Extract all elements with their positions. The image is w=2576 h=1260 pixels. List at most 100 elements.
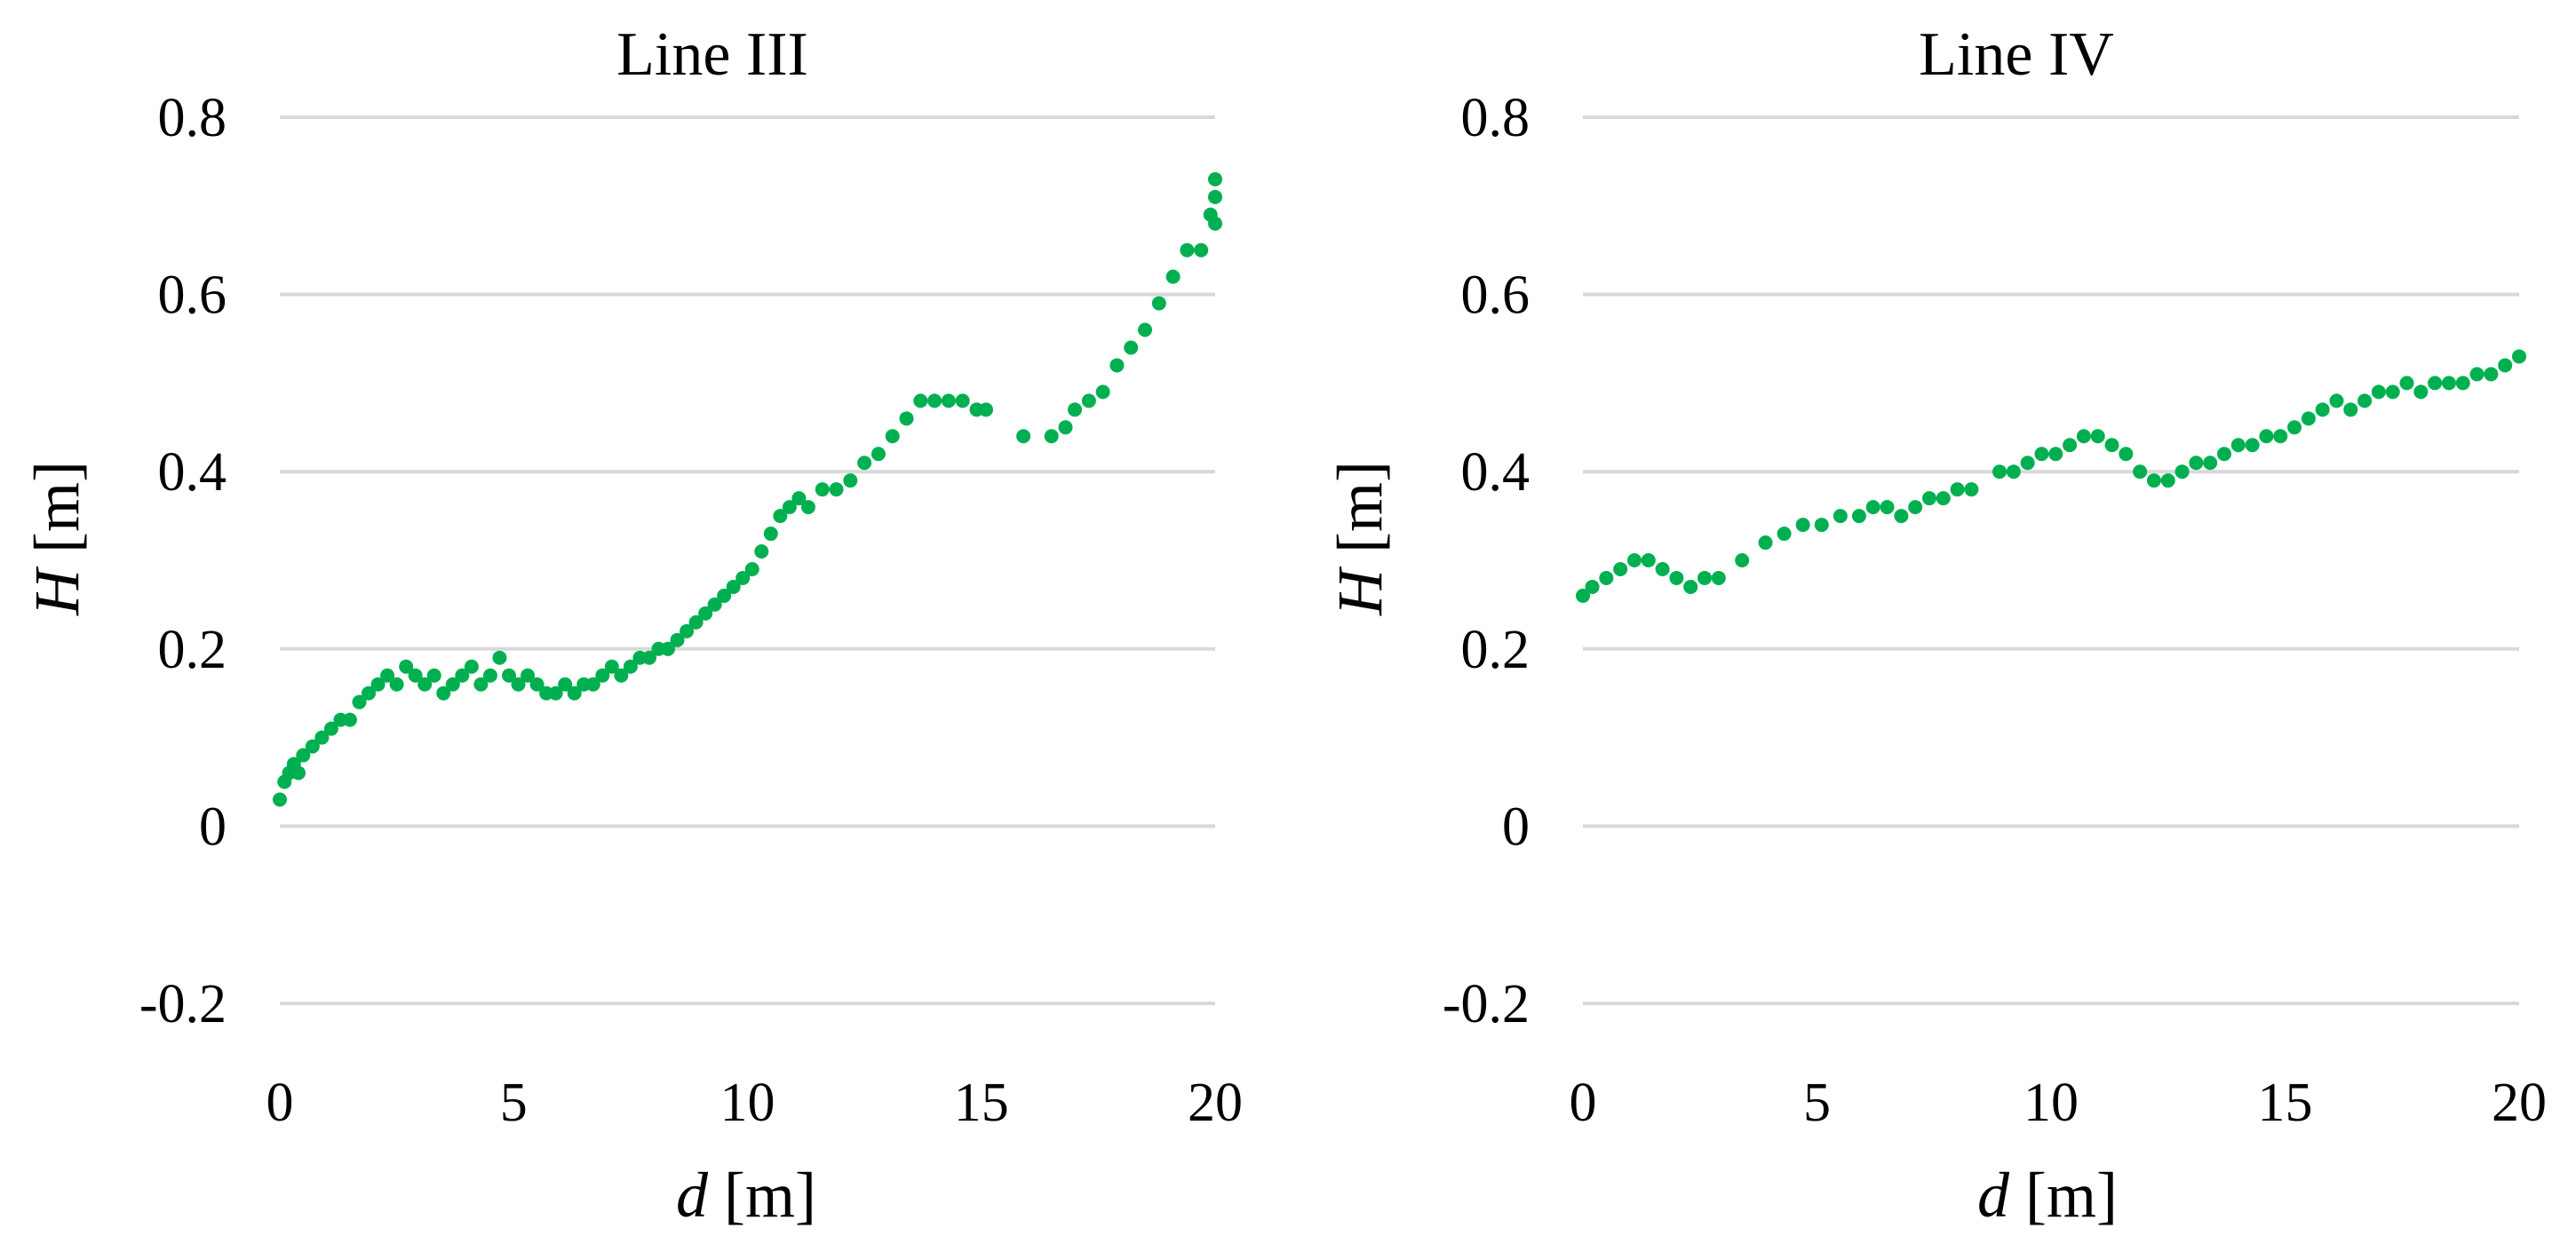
data-point <box>2469 367 2485 382</box>
y-tick-labels: -0.2 0 0.2 0.4 0.6 0.8 <box>139 88 227 1034</box>
data-point <box>1641 553 1656 567</box>
data-point <box>941 393 956 408</box>
data-point <box>455 668 470 683</box>
x-tick-labels: 0 5 10 15 20 <box>266 1073 1244 1133</box>
gridlines <box>1583 115 2519 1005</box>
data-point <box>763 527 778 542</box>
data-point <box>1208 189 1222 204</box>
data-point <box>1865 500 1880 515</box>
x-tick-label: 5 <box>500 1073 528 1133</box>
data-point <box>1992 464 2008 479</box>
data-point <box>1165 269 1181 284</box>
data-point <box>305 739 320 754</box>
data-point <box>558 677 573 692</box>
data-point <box>501 668 516 683</box>
data-point <box>1711 570 1726 585</box>
data-point <box>436 685 451 701</box>
data-point <box>291 765 306 781</box>
y-tick-label: 0.8 <box>158 88 227 148</box>
data-point <box>843 473 858 488</box>
data-point <box>1151 296 1166 311</box>
data-points <box>1576 349 2526 603</box>
data-point <box>1599 570 1614 585</box>
y-tick-label: 0.4 <box>158 442 227 503</box>
x-tick-label: 20 <box>1188 1073 1243 1133</box>
data-point <box>1109 358 1125 373</box>
data-point <box>389 677 404 692</box>
data-point <box>595 668 610 683</box>
data-point <box>1194 242 1209 258</box>
data-point <box>1081 393 1096 408</box>
chart-title: Line III <box>616 20 808 89</box>
data-point <box>417 677 433 692</box>
data-point <box>2203 456 2218 471</box>
data-point <box>2413 384 2429 400</box>
data-point <box>604 659 619 674</box>
data-point <box>614 668 629 683</box>
data-point <box>885 429 900 444</box>
data-point <box>688 614 704 630</box>
data-point <box>2301 411 2316 426</box>
data-point <box>2428 376 2443 391</box>
data-point <box>2076 429 2091 444</box>
data-point <box>1613 561 1628 576</box>
data-point <box>2455 376 2470 391</box>
data-point <box>2484 367 2499 382</box>
y-axis-label: H [m] <box>1324 461 1395 616</box>
data-point <box>1576 588 1590 603</box>
x-axis-label: d [m] <box>1977 1160 2118 1231</box>
y-tick-label: 0.8 <box>1461 88 1530 148</box>
data-point <box>1758 535 1773 551</box>
data-point <box>1908 500 1923 515</box>
data-point <box>2034 447 2049 462</box>
data-point <box>800 500 815 515</box>
data-point <box>717 588 732 603</box>
data-point <box>1950 482 1965 497</box>
data-point <box>352 694 367 709</box>
data-point <box>1697 570 1713 585</box>
data-point <box>2371 384 2386 400</box>
data-point <box>899 411 914 426</box>
data-point <box>445 677 460 692</box>
data-point <box>660 641 675 656</box>
data-point <box>1655 561 1670 576</box>
data-point <box>2399 376 2414 391</box>
data-point <box>829 482 844 497</box>
data-point <box>1735 553 1750 567</box>
data-point <box>2146 473 2161 488</box>
data-point <box>2189 456 2204 471</box>
x-tick-label: 15 <box>2258 1073 2313 1133</box>
data-point <box>2329 393 2344 408</box>
data-point <box>1585 579 1600 594</box>
data-point <box>1016 429 1031 444</box>
data-point <box>482 668 497 683</box>
data-point <box>585 677 600 692</box>
y-tick-label: -0.2 <box>139 974 227 1034</box>
data-point <box>314 730 330 745</box>
y-tick-label: 0.2 <box>158 620 227 680</box>
data-point <box>273 792 287 807</box>
data-point <box>913 393 928 408</box>
data-point <box>2385 384 2400 400</box>
data-point <box>2343 402 2358 417</box>
chart-title: Line IV <box>1919 20 2114 89</box>
data-point <box>1044 429 1059 444</box>
x-tick-label: 5 <box>1803 1073 1831 1133</box>
data-point <box>1921 491 1936 506</box>
data-point <box>955 393 970 408</box>
data-point <box>979 402 994 417</box>
data-point <box>1814 518 1829 533</box>
data-point <box>2160 473 2175 488</box>
data-point <box>773 509 788 524</box>
data-point <box>680 623 695 638</box>
y-tick-label: 0.6 <box>158 265 227 326</box>
data-point <box>1180 242 1195 258</box>
data-point <box>1669 570 1684 585</box>
y-tick-label: 0.4 <box>1461 442 1530 503</box>
data-point <box>380 668 395 683</box>
data-point <box>1683 579 1698 594</box>
data-point <box>342 712 357 727</box>
data-point <box>2119 447 2134 462</box>
data-point <box>1138 322 1153 337</box>
